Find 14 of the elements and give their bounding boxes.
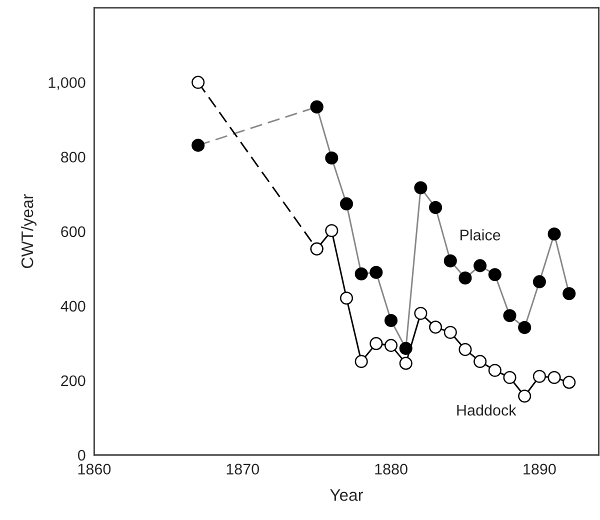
x-tick-label: 1890 [524,464,556,475]
x-tick-label: 1870 [226,464,260,475]
series-label: Plaice [460,229,500,240]
x-tick-label: 1880 [375,464,408,475]
y-tick-label: 1,000 [48,77,86,90]
y-axis-title: CWT/year [20,194,37,268]
y-tick-label: 800 [61,152,86,163]
y-tick-label: 600 [61,226,86,238]
y-tick-label: 400 [60,300,86,312]
series-label: Haddock [457,404,516,416]
y-tick-label: 0 [78,450,86,461]
x-tick-label: 1860 [78,464,111,475]
x-axis-title: Year [330,489,364,501]
y-tick-label: 200 [61,375,86,386]
